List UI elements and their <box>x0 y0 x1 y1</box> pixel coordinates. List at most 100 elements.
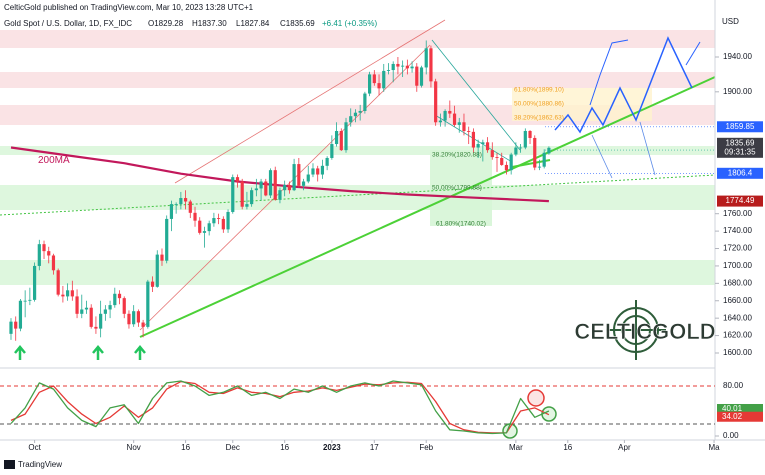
y-tick-label: 1700.00 <box>723 261 752 270</box>
open: O1829.28 <box>148 19 184 28</box>
candle-body <box>122 298 126 314</box>
candle-body <box>396 63 400 67</box>
candle-body <box>542 152 546 167</box>
x-tick-label: Mar <box>509 443 523 452</box>
candle-body <box>405 65 409 69</box>
candle-body <box>481 142 485 145</box>
candle-body <box>358 110 362 113</box>
candle-body <box>518 147 523 149</box>
candle-body <box>330 144 334 158</box>
level-value: 1859.85 <box>726 122 755 131</box>
candle-body <box>117 293 122 299</box>
candle-body <box>23 300 27 302</box>
candle-body <box>268 170 273 196</box>
candle-body <box>217 218 221 219</box>
candle-body <box>221 218 225 230</box>
candle-body <box>547 147 551 154</box>
candle-body <box>424 48 428 68</box>
candle-body <box>193 212 197 221</box>
level-badge <box>717 167 763 179</box>
close: C1835.69 <box>280 19 315 28</box>
candle-body <box>448 110 452 114</box>
candle-body <box>344 122 348 151</box>
y-tick-label: 1900.00 <box>723 87 752 96</box>
candle-body <box>320 165 325 175</box>
candle-body <box>316 168 320 175</box>
stoch-badge <box>717 403 763 414</box>
x-tick-label: Apr <box>618 443 631 452</box>
candle-body <box>391 63 395 71</box>
trend-line-dotted <box>0 174 716 216</box>
currency: USD <box>722 17 739 26</box>
high: H1837.30 <box>192 19 227 28</box>
candle-body <box>226 211 230 230</box>
candle-body <box>47 251 51 256</box>
close-badge <box>717 137 763 158</box>
x-tick-label: Dec <box>226 443 240 452</box>
forecast-path <box>554 36 693 134</box>
candle-body <box>368 74 372 94</box>
candle-body <box>202 231 207 233</box>
ma-value: 1774.49 <box>726 196 755 205</box>
logo-text: CELTICGOLD <box>574 319 715 344</box>
x-tick-label: 17 <box>370 443 379 452</box>
candle-body <box>264 181 268 196</box>
candle-body <box>306 174 310 182</box>
candle-body <box>94 326 98 329</box>
support-zone <box>0 185 715 210</box>
candle-body <box>198 220 202 233</box>
y-tick-label: 1740.00 <box>723 226 752 235</box>
candle-body <box>155 254 159 287</box>
candle-body <box>500 157 504 165</box>
footer-icon <box>4 460 15 469</box>
support-zone <box>0 260 715 285</box>
candle-body <box>283 184 287 191</box>
candle-body <box>80 309 84 314</box>
candle-body <box>127 313 131 325</box>
candle-body <box>9 321 13 334</box>
y-tick-label: 1640.00 <box>723 313 752 322</box>
footer-brand: TradingView <box>18 460 62 469</box>
candle-body <box>278 190 282 200</box>
candle-body <box>377 83 381 89</box>
candle-body <box>240 181 244 207</box>
stoch-circle <box>527 389 545 407</box>
low: L1827.84 <box>236 19 270 28</box>
candle-body <box>434 81 438 123</box>
candle-body <box>179 198 183 205</box>
fib-label: 50.00%(1799.88) <box>432 185 482 192</box>
candle-body <box>495 157 499 158</box>
candle-body <box>490 150 494 158</box>
y-tick-label: 1720.00 <box>723 244 752 253</box>
wedge-line <box>431 39 521 151</box>
candle-body <box>37 244 41 266</box>
candle-body <box>419 67 424 86</box>
candle-body <box>70 290 74 297</box>
y-tick-label: 1660.00 <box>723 296 752 305</box>
candle-body <box>188 201 192 213</box>
candle-body <box>89 307 93 327</box>
candle-body <box>297 164 301 186</box>
stoch-circle <box>502 423 518 439</box>
ma-label: 200MA <box>38 155 70 166</box>
candle-body <box>136 311 140 323</box>
candle-body <box>235 177 240 182</box>
candle-body <box>523 130 527 148</box>
candle-body <box>212 218 216 224</box>
y-tick-label: 80.00 <box>723 381 744 390</box>
candle-body <box>509 154 513 171</box>
forecast-path <box>591 134 613 179</box>
y-tick-label: 1620.00 <box>723 331 752 340</box>
candle-body <box>103 309 107 314</box>
logo-knot <box>606 300 666 360</box>
fib-label: 61.80%(1899.10) <box>514 87 564 94</box>
candle-body <box>84 307 89 310</box>
candle-body <box>537 166 542 168</box>
candle-body <box>372 74 376 84</box>
countdown: 09:31:35 <box>724 147 756 156</box>
forecast-path <box>685 41 701 66</box>
stoch-value: 40.01 <box>722 404 743 413</box>
